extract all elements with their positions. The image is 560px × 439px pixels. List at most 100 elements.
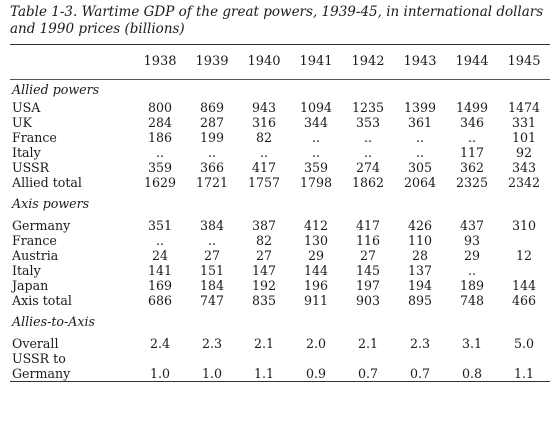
value-cell: .. xyxy=(363,145,372,160)
value-cell: 800 xyxy=(147,100,173,115)
value-cell: 2325 xyxy=(455,175,489,190)
value-cell: .. xyxy=(207,145,216,160)
value-cell: 362 xyxy=(459,160,485,175)
year-header: 1939 xyxy=(195,54,229,69)
value-cell: 1798 xyxy=(299,175,333,190)
value-cell: 186 xyxy=(147,130,173,145)
row-label: Germany xyxy=(12,218,71,233)
value-cell: 5.0 xyxy=(513,336,535,351)
row-label: USSR xyxy=(12,160,50,175)
value-cell: 748 xyxy=(459,293,485,308)
value-cell: 1721 xyxy=(195,175,229,190)
value-cell: 351 xyxy=(147,218,173,233)
value-cell: 1499 xyxy=(455,100,489,115)
value-cell: 2064 xyxy=(403,175,437,190)
value-cell: 426 xyxy=(407,218,433,233)
value-cell: 27 xyxy=(359,248,377,263)
value-cell: 189 xyxy=(459,278,485,293)
row-label: UK xyxy=(12,115,33,130)
value-cell: 0.7 xyxy=(357,366,379,381)
year-header: 1942 xyxy=(351,54,385,69)
value-cell: 835 xyxy=(251,293,277,308)
value-cell: 2.0 xyxy=(305,336,327,351)
value-cell: 110 xyxy=(407,233,433,248)
value-cell: 196 xyxy=(303,278,329,293)
value-cell: 274 xyxy=(355,160,381,175)
value-cell: 0.9 xyxy=(305,366,327,381)
row-label: Allied total xyxy=(12,175,82,190)
section-title: Allies-to-Axis xyxy=(12,314,95,329)
year-header: 1941 xyxy=(299,54,333,69)
value-cell: 1.0 xyxy=(149,366,171,381)
value-cell: .. xyxy=(467,263,476,278)
value-cell: 353 xyxy=(355,115,381,130)
value-cell: 12 xyxy=(515,248,533,263)
row-label: Axis total xyxy=(12,293,72,308)
value-cell: 1757 xyxy=(247,175,281,190)
value-cell: 1474 xyxy=(507,100,541,115)
value-cell: 417 xyxy=(355,218,381,233)
value-cell: 305 xyxy=(407,160,433,175)
value-cell xyxy=(238,351,290,366)
value-cell: 147 xyxy=(251,263,277,278)
value-cell: 869 xyxy=(199,100,225,115)
table-row: Italy 141 151 147 144 145 137.. xyxy=(10,263,550,278)
row-label: USSR to xyxy=(12,351,66,366)
row-label: USA xyxy=(12,100,41,115)
row-label: France xyxy=(12,130,57,145)
value-cell: 1629 xyxy=(143,175,177,190)
value-cell: 141 xyxy=(147,263,173,278)
value-cell: 747 xyxy=(199,293,225,308)
value-cell: 366 xyxy=(199,160,225,175)
value-cell: .. xyxy=(311,145,320,160)
header-rule xyxy=(10,79,550,80)
value-cell: 93 xyxy=(463,233,481,248)
value-cell: 1.1 xyxy=(513,366,535,381)
row-label: Japan xyxy=(12,278,49,293)
value-cell: 344 xyxy=(303,115,329,130)
value-cell: 2.1 xyxy=(253,336,275,351)
value-cell: 903 xyxy=(355,293,381,308)
value-cell: 1235 xyxy=(351,100,385,115)
value-cell: 192 xyxy=(251,278,277,293)
value-cell xyxy=(134,351,186,366)
value-cell: 82 xyxy=(255,233,273,248)
section-header-row: Axis powers xyxy=(10,190,550,218)
value-cell: 92 xyxy=(515,145,533,160)
year-header: 1940 xyxy=(247,54,281,69)
section-title: Allied powers xyxy=(12,82,100,97)
table-row: Italy............ 117 92 xyxy=(10,145,550,160)
value-cell: .. xyxy=(467,130,476,145)
table-row: France 186 199 82........ 101 xyxy=(10,130,550,145)
table-row: UK 284 287 316 344 353 361 346 331 xyxy=(10,115,550,130)
value-cell xyxy=(186,351,238,366)
value-cell: 911 xyxy=(303,293,329,308)
value-cell: 145 xyxy=(355,263,381,278)
section-title: Axis powers xyxy=(12,196,90,211)
value-cell: 895 xyxy=(407,293,433,308)
value-cell: 1.0 xyxy=(201,366,223,381)
table-row: USSR 359 366 417 359 274 305 362 343 xyxy=(10,160,550,175)
value-cell: 3.1 xyxy=(461,336,483,351)
row-label: Italy xyxy=(12,263,41,278)
value-cell: 2342 xyxy=(507,175,541,190)
value-cell: 0.8 xyxy=(461,366,483,381)
section-header-row: Allies-to-Axis xyxy=(10,308,550,336)
value-cell: 82 xyxy=(255,130,273,145)
value-cell: 417 xyxy=(251,160,277,175)
value-cell: 2.4 xyxy=(149,336,171,351)
value-cell: .. xyxy=(311,130,320,145)
value-cell: 29 xyxy=(307,248,325,263)
value-cell xyxy=(290,351,342,366)
value-cell: 144 xyxy=(511,278,537,293)
year-header: 1938 xyxy=(143,54,177,69)
table-row: USSR to xyxy=(10,351,550,366)
value-cell: 2.1 xyxy=(357,336,379,351)
value-cell: 151 xyxy=(199,263,225,278)
gdp-table: 1938 1939 1940 1941 1942 1943 1944 1945 … xyxy=(10,45,550,381)
value-cell: 116 xyxy=(355,233,381,248)
value-cell: 137 xyxy=(407,263,433,278)
table-row: Axis total 686 747 835 911 903 895 748 466 xyxy=(10,293,550,308)
value-cell: .. xyxy=(207,233,216,248)
value-cell: 287 xyxy=(199,115,225,130)
